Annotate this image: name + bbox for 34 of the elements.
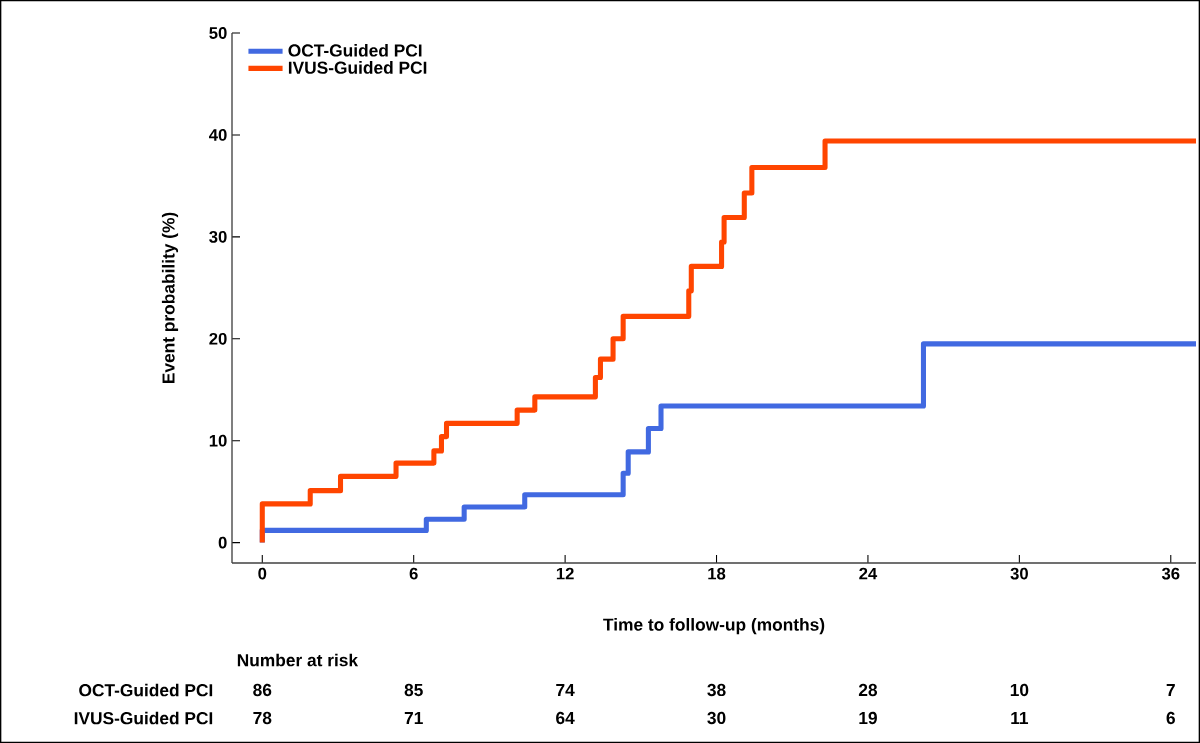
text: 38	[707, 683, 726, 697]
y-tick-label: 40	[209, 129, 227, 141]
text: 85	[404, 683, 423, 697]
legend-label: OCT-Guided PCI	[288, 43, 422, 57]
text: 64	[556, 711, 575, 725]
y-tick-label: 20	[209, 332, 227, 345]
x-tick-label: 6	[409, 567, 418, 580]
text: OCT-Guided PCI	[79, 683, 213, 697]
x-axis-title: Time to follow-up (months)	[603, 618, 825, 635]
y-tick-label: 50	[209, 27, 227, 39]
text: 10	[1010, 683, 1029, 697]
x-tick-label: 36	[1161, 567, 1180, 580]
x-tick-label: 30	[1010, 567, 1028, 580]
text: 74	[556, 684, 575, 696]
legend-label: IVUS-Guided PCI	[288, 61, 427, 74]
x-tick-label: 12	[556, 567, 574, 580]
x-tick-label: 0	[258, 567, 267, 580]
text: 78	[253, 711, 272, 725]
text: 30	[707, 711, 726, 725]
text: 6	[1166, 711, 1175, 725]
y-tick-label: 0	[218, 536, 227, 549]
y-axis-title: Event probability (%)	[161, 212, 179, 384]
text: Number at risk	[237, 653, 359, 667]
text: 86	[253, 683, 272, 697]
x-tick-label: 18	[708, 567, 726, 580]
text: 11	[1011, 712, 1029, 724]
text: 19	[859, 711, 877, 725]
y-tick-label: 30	[209, 230, 227, 243]
y-tick-label: 10	[209, 434, 227, 447]
text: 7	[1166, 684, 1175, 696]
x-tick-label: 24	[859, 567, 878, 580]
text: IVUS-Guided PCI	[74, 711, 213, 725]
text: 28	[858, 683, 878, 697]
text: 71	[404, 712, 423, 724]
